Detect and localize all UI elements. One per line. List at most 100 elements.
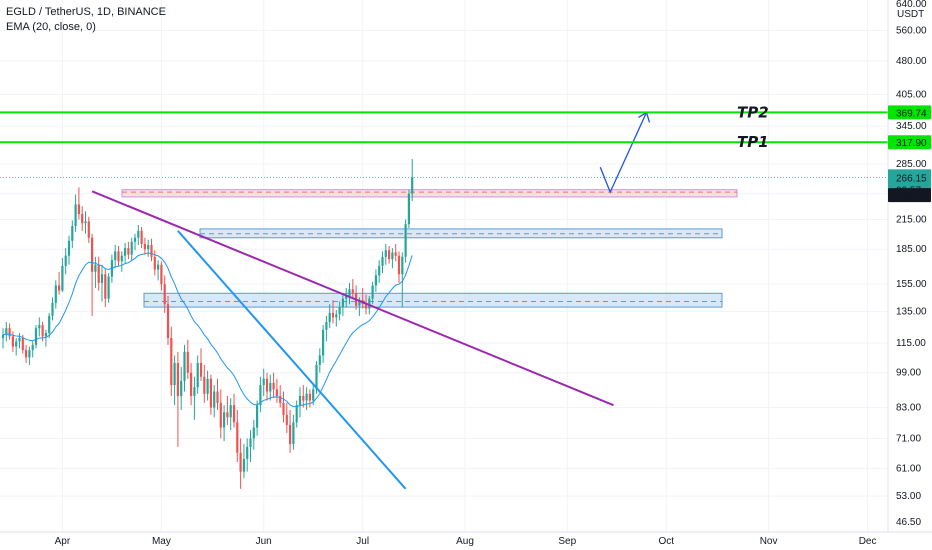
candle-body [289,424,292,445]
candle-body [143,243,146,250]
candle-body [239,452,242,472]
candle-body [196,362,199,388]
price-tick-label: 285.00 [896,159,927,170]
candle-body [183,351,186,381]
time-tick-label: Apr [55,536,71,547]
resistance-price-label: 246.89 [896,191,927,202]
ema-20-line [2,252,413,408]
candle-body [256,405,259,428]
candle-body [51,302,54,316]
candle-body [269,382,272,392]
candle-body [58,285,61,291]
candle-body [397,255,401,275]
candle-body [147,244,150,250]
price-tick-label: 480.00 [896,56,927,67]
candle-body [292,422,295,445]
price-tick-label: 135.00 [896,306,927,317]
price-tick-label: 185.00 [896,244,927,255]
symbol-title[interactable]: EGLD / TetherUS, 1D, BINANCE [6,6,166,18]
candle-body [229,405,232,418]
tp-text: TP1 [737,133,769,151]
tp2-price-label: 369.74 [896,108,927,119]
candle-body [18,338,21,342]
price-tick-label: 155.00 [896,279,927,290]
price-tick-label: 46.50 [896,517,921,528]
chart-legend: EGLD / TetherUS, 1D, BINANCE EMA (20, cl… [6,5,166,35]
candle-body [5,328,8,335]
candle-body [186,351,189,373]
tp1-price-label-bg [888,135,931,150]
candle-body [117,251,120,262]
candle-body [282,402,285,415]
candle-body [285,414,288,425]
candle-body [166,304,170,339]
candle-body [54,285,57,303]
candle-body [279,395,282,403]
candle-body [107,276,110,299]
candle-body [232,405,236,423]
candle-body [137,230,140,238]
candle-body [38,325,41,329]
candle-body [1,334,5,339]
time-axis[interactable]: Apr May Jun Jul Aug Sep Oct Nov Dec [0,531,932,547]
candle-body [374,275,377,286]
time-tick-label: Jun [256,536,272,547]
candle-body [246,446,249,459]
candle-body [25,350,28,358]
drawings-layer: TP2 TP1 [0,103,888,490]
candle-body [345,295,348,299]
candle-body [364,304,368,309]
candle-body [404,224,407,257]
candle-body [114,251,117,261]
candle-body [391,252,394,260]
candle-body [150,244,153,257]
candle-body [94,264,97,272]
time-tick-label: Oct [659,536,675,547]
indicator-title[interactable]: EMA (20, close, 0) [6,21,96,33]
candle-body [312,389,315,401]
candle-body [384,250,387,257]
candle-body [206,378,209,394]
candle-body [213,391,216,408]
price-axis-bg [888,0,932,550]
price-tick-label: 345.00 [896,121,927,132]
candle-body [262,378,265,386]
candle-body [331,312,335,318]
candle-body [91,237,94,272]
candle-body [378,265,381,276]
candle-body [411,177,414,194]
purple-trendline [91,190,614,407]
time-tick-label: May [152,536,171,547]
price-tick-label: 560.00 [896,25,927,36]
candle-body [388,250,391,260]
time-tick-label: Sep [558,536,576,547]
candle-body [193,387,196,396]
time-tick-label: Aug [456,536,474,547]
candle-body [401,256,404,275]
candle-body [236,422,239,453]
candle-body [8,328,11,337]
candle-body [318,355,321,365]
candle-body [140,230,143,244]
last-price-label: 266.15 [896,173,927,184]
candle-body [368,298,371,309]
candle-body [100,274,104,283]
price-tick-label: 61.00 [896,463,921,474]
candle-body [130,241,133,255]
candle-body [127,248,130,255]
candle-body [67,240,71,256]
resistance-price-label-bg [888,188,931,203]
candle-body [335,314,338,318]
price-tick-label: 71.00 [896,433,921,444]
candle-body [219,402,222,428]
candle-body [298,395,302,406]
candle-body [15,341,18,347]
candle-body [61,265,64,291]
candle-body [325,321,328,330]
tp1-price-label: 317.90 [896,138,927,149]
candle-body [84,221,87,224]
candle-body [371,285,374,299]
candle-body [11,336,14,347]
